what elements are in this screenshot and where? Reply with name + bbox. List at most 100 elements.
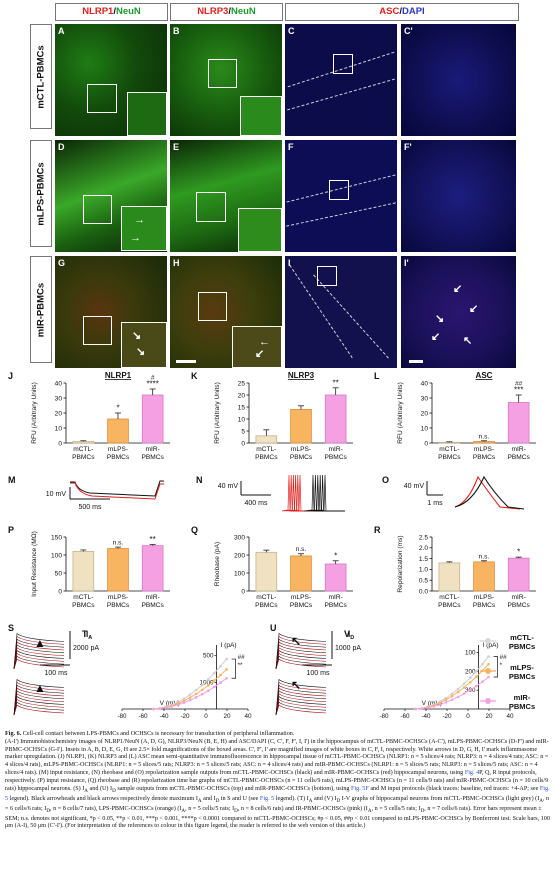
category-label: PBMCs xyxy=(72,602,95,609)
bar xyxy=(255,435,278,444)
panel-label: T xyxy=(82,629,88,639)
current-trace-top xyxy=(13,649,65,670)
x-tick-label: -20 xyxy=(180,713,190,720)
zoom-box xyxy=(333,54,353,74)
current-trace-top xyxy=(275,649,327,670)
iv-point xyxy=(152,707,155,711)
y-tick-label: 0 xyxy=(58,588,62,595)
current-trace-top xyxy=(13,655,65,670)
header-nlrp3: NLRP3 xyxy=(197,6,229,17)
header-nlrp3-neun: NLRP3/NeuN xyxy=(170,3,283,21)
scale-label: 10 mV xyxy=(46,491,67,498)
micrograph-G: G ↘ ↘ xyxy=(55,256,167,368)
x-tick-label: 40 xyxy=(244,713,252,720)
x-tick-label: -60 xyxy=(138,713,148,720)
iv-subtitle: ID xyxy=(348,630,354,641)
header-neun: NeuN xyxy=(230,6,256,17)
inset: ↘ ↘ xyxy=(121,322,167,368)
y-tick-label: 100 xyxy=(465,650,476,657)
panel-label: E xyxy=(173,142,180,152)
x-axis-label: V (mV) xyxy=(422,700,443,707)
iv-subtitle-sub: D xyxy=(350,635,354,641)
micrograph-C: C xyxy=(285,24,397,136)
bar xyxy=(141,394,164,444)
significance-label: **** xyxy=(146,380,158,389)
category-label: PBMCs xyxy=(507,602,530,609)
bar xyxy=(72,550,95,592)
category-label: mIR- xyxy=(146,594,160,601)
y-tick-label: 30 xyxy=(55,395,63,402)
panel-label: S xyxy=(8,623,14,633)
y-axis-label: RFU (Arbitrary Units) xyxy=(214,382,221,444)
panel-label: G xyxy=(58,258,66,268)
panel-label: A xyxy=(58,26,65,36)
figure-link[interactable]: Fig. 5F xyxy=(351,785,369,792)
y-tick-label: 150 xyxy=(51,534,62,541)
bar xyxy=(473,441,495,444)
scale-label: 100 ms xyxy=(45,670,68,677)
row-label-text: mIR-PBMCs xyxy=(35,282,47,337)
panel-label: C xyxy=(288,26,295,36)
current-trace-bottom xyxy=(275,678,327,716)
inset xyxy=(127,92,167,136)
current-trace-bottom xyxy=(275,704,327,716)
caption-body: I-V graphs of hippocampal neurons from m… xyxy=(341,795,540,802)
arrow-icon: ↘ xyxy=(136,346,146,358)
caption-body: , n = 5 cells/5 rats; I xyxy=(371,805,421,812)
micrograph-A: A xyxy=(55,24,167,136)
scale-label: 40 mV xyxy=(218,483,239,490)
y-tick-label: 10 xyxy=(55,425,63,432)
caption-body: , n = 8 cells/6 rats) and IR-PBMC-OCHSCs… xyxy=(237,805,368,812)
legend-label: mIR- xyxy=(514,693,531,702)
significance-label: ** xyxy=(150,535,156,544)
zoom-box xyxy=(87,84,117,113)
header-neun: NeuN xyxy=(115,6,141,17)
significance-label: n.s. xyxy=(479,553,490,560)
y-tick-label: 1.5 xyxy=(419,556,428,563)
arrow-icon: ↙ xyxy=(431,331,441,343)
category-label: mCTL- xyxy=(439,594,459,601)
arrow-icon: ↙ xyxy=(453,283,463,295)
figure-link[interactable]: Fig. 5 xyxy=(5,785,550,802)
category-label: mLPS- xyxy=(291,446,311,453)
subscript: A xyxy=(367,807,372,814)
micrograph-D: D → → xyxy=(55,140,167,252)
bar xyxy=(438,441,461,444)
caption-body: P, Q, R input protocols, respectively. (… xyxy=(5,769,549,792)
panel-label: Q xyxy=(191,525,198,535)
scale-label: 1 ms xyxy=(427,500,443,507)
category-label: mIR- xyxy=(512,594,526,601)
subscript: D xyxy=(112,787,116,794)
x-tick-label: -80 xyxy=(379,713,389,720)
micrograph-H: H ← ↙ xyxy=(170,256,282,368)
header-sep: / xyxy=(113,6,116,17)
micrograph-B: B xyxy=(170,24,282,136)
panel-label: D xyxy=(58,142,65,152)
category-label: PBMCs xyxy=(473,454,496,461)
category-label: mCTL- xyxy=(256,594,276,601)
header-sep: / xyxy=(399,6,402,17)
significance-label: ** xyxy=(238,662,243,669)
y-tick-label: 300 xyxy=(234,534,245,541)
subscript: A xyxy=(181,807,186,814)
significance-label: # xyxy=(151,375,155,382)
caption-body: and (U) I xyxy=(89,785,113,792)
bar xyxy=(107,418,129,444)
x-tick-label: -80 xyxy=(117,713,127,720)
zoom-box xyxy=(83,316,112,345)
bar xyxy=(507,402,530,444)
figure-link[interactable]: Fig. 4 xyxy=(464,769,480,776)
y-axis-label: I (pA) xyxy=(483,642,499,649)
category-label: PBMCs xyxy=(290,454,313,461)
figure-link[interactable]: Fig. 5 xyxy=(259,795,275,802)
y-tick-label: 1.0 xyxy=(419,567,428,574)
arrow-icon: → xyxy=(134,214,145,226)
caption-body: and (V) I xyxy=(313,795,337,802)
panel-label: U xyxy=(270,623,277,633)
current-trace-bottom xyxy=(13,704,65,716)
x-tick-label: 0 xyxy=(204,713,208,720)
figure-caption: Fig. 6. Cell-cell contact between LPS-PB… xyxy=(5,731,550,831)
zoom-box xyxy=(208,59,237,88)
legend-label: PBMCs xyxy=(509,672,535,681)
category-label: mIR- xyxy=(329,446,343,453)
